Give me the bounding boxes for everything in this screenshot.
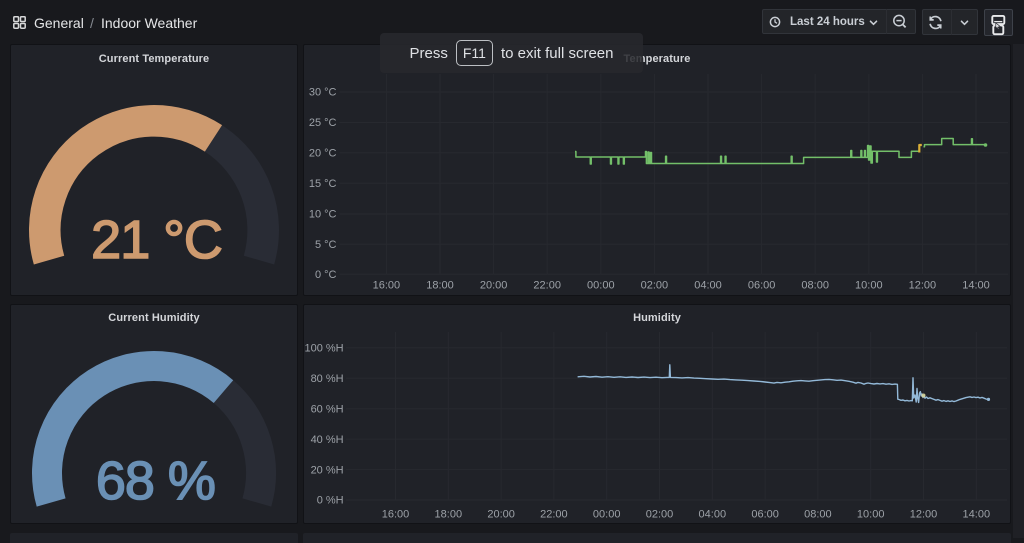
svg-text:10:00: 10:00 bbox=[855, 280, 883, 292]
svg-text:10:00: 10:00 bbox=[857, 509, 885, 521]
svg-text:16:00: 16:00 bbox=[382, 509, 410, 521]
svg-text:14:00: 14:00 bbox=[963, 509, 991, 521]
svg-text:06:00: 06:00 bbox=[748, 280, 776, 292]
svg-text:20:00: 20:00 bbox=[487, 509, 515, 521]
svg-text:16:00: 16:00 bbox=[373, 280, 401, 292]
svg-text:06:00: 06:00 bbox=[751, 509, 779, 521]
svg-text:60 %H: 60 %H bbox=[311, 403, 344, 415]
svg-text:00:00: 00:00 bbox=[593, 509, 621, 521]
svg-text:10 °C: 10 °C bbox=[309, 209, 337, 221]
svg-text:5 °C: 5 °C bbox=[315, 239, 337, 251]
svg-text:08:00: 08:00 bbox=[801, 280, 829, 292]
svg-text:12:00: 12:00 bbox=[909, 280, 937, 292]
svg-text:0 %H: 0 %H bbox=[317, 495, 344, 507]
svg-text:04:00: 04:00 bbox=[699, 509, 727, 521]
svg-text:68 %: 68 % bbox=[96, 451, 215, 511]
svg-text:12:00: 12:00 bbox=[910, 509, 938, 521]
svg-text:80 %H: 80 %H bbox=[311, 373, 344, 385]
svg-text:00:00: 00:00 bbox=[587, 280, 615, 292]
svg-text:20:00: 20:00 bbox=[480, 280, 508, 292]
svg-text:20 %H: 20 %H bbox=[311, 464, 344, 476]
svg-text:14:00: 14:00 bbox=[962, 280, 990, 292]
svg-text:04:00: 04:00 bbox=[694, 280, 722, 292]
svg-text:22:00: 22:00 bbox=[540, 509, 568, 521]
svg-text:20 °C: 20 °C bbox=[309, 148, 337, 160]
svg-text:18:00: 18:00 bbox=[435, 509, 463, 521]
svg-text:30 °C: 30 °C bbox=[309, 87, 337, 99]
svg-text:18:00: 18:00 bbox=[426, 280, 454, 292]
svg-text:40 %H: 40 %H bbox=[311, 434, 344, 446]
svg-text:0 °C: 0 °C bbox=[315, 269, 337, 281]
svg-text:22:00: 22:00 bbox=[533, 280, 561, 292]
svg-text:02:00: 02:00 bbox=[641, 280, 669, 292]
svg-text:02:00: 02:00 bbox=[646, 509, 674, 521]
svg-text:100 %H: 100 %H bbox=[304, 342, 343, 354]
svg-text:15 °C: 15 °C bbox=[309, 178, 337, 190]
svg-text:08:00: 08:00 bbox=[804, 509, 832, 521]
svg-text:21 °C: 21 °C bbox=[91, 210, 222, 270]
svg-text:25 °C: 25 °C bbox=[309, 117, 337, 129]
